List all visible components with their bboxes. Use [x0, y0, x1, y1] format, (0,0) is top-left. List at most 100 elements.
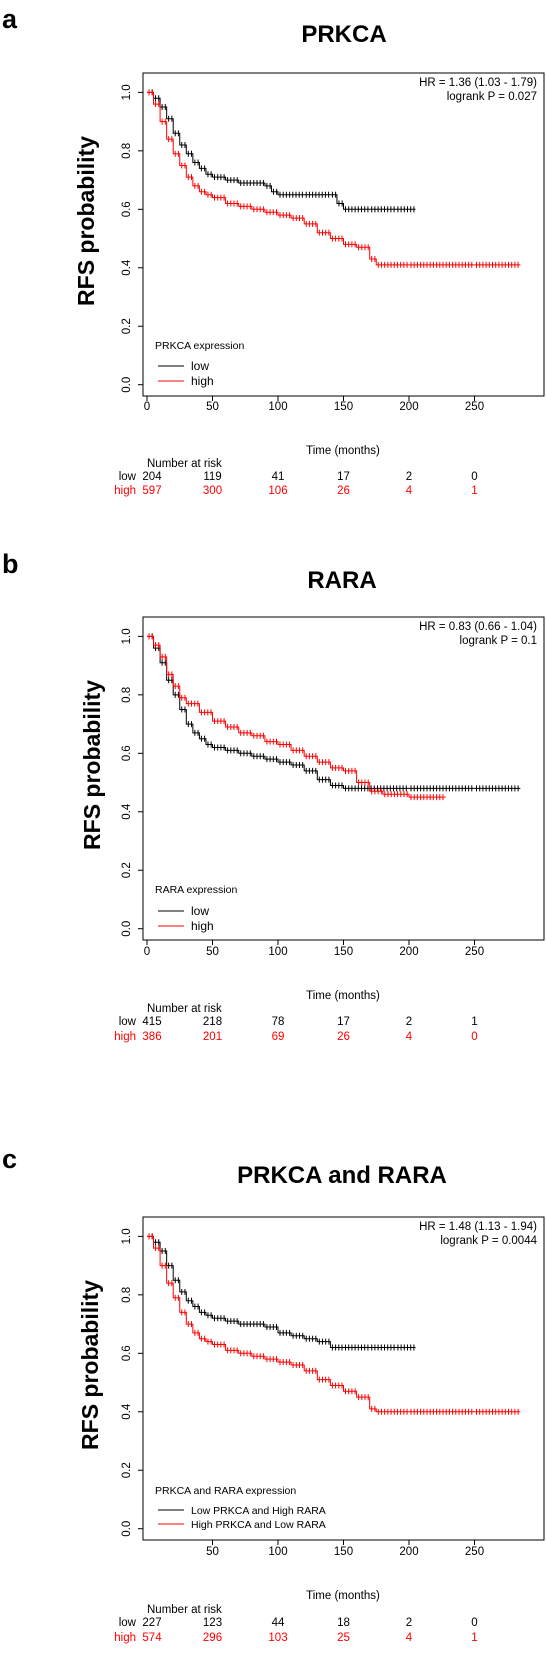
y-tick-label: 0.6 [121, 745, 133, 761]
risk-row-label: low [119, 1016, 137, 1028]
y-tick-label: 0.4 [121, 259, 133, 276]
risk-count: 4 [406, 1632, 413, 1644]
risk-count: 17 [337, 471, 350, 483]
curve-high-series [147, 635, 446, 798]
risk-count: 227 [142, 1617, 161, 1629]
km-curves-c [147, 1233, 521, 1415]
x-tick-label: 50 [206, 1546, 219, 1558]
legend-a: PRKCA expression low high [155, 340, 244, 388]
curve-high-series [147, 91, 521, 266]
y-tick-label: 0.8 [121, 687, 133, 703]
y-axis-ticks-a: 0.0 0.2 0.4 0.6 0.8 1.0 [121, 84, 143, 393]
x-tick-label: 150 [334, 401, 353, 413]
x-tick-label: 100 [268, 401, 287, 413]
hr-text-a: HR = 1.36 (1.03 - 1.79) [419, 77, 537, 89]
y-tick-label: 0.0 [121, 377, 133, 393]
risk-header-b: Number at risk [147, 1003, 222, 1015]
hr-text-c: HR = 1.48 (1.13 - 1.94) [419, 1221, 537, 1233]
risk-count: 1 [471, 485, 477, 497]
x-tick-label: 50 [206, 946, 219, 958]
y-tick-label: 0.8 [121, 143, 133, 159]
x-tick-label: 0 [144, 946, 150, 958]
y-tick-label: 1.0 [121, 84, 133, 100]
risk-table-c: Number at risk low 227 123 44 18 2 0 hig… [114, 1604, 477, 1644]
risk-count: 18 [337, 1617, 350, 1629]
y-tick-label: 0.8 [121, 1287, 133, 1303]
legend-label-low: Low PRKCA and High RARA [191, 1505, 326, 1517]
risk-count: 201 [203, 1031, 222, 1043]
panel-c: c PRKCA and RARA RFS probability 0.0 0.2… [2, 1144, 545, 1644]
logrank-p-a: logrank P = 0.027 [447, 91, 537, 103]
y-tick-label: 0.2 [121, 318, 133, 334]
risk-count: 2 [406, 1016, 412, 1028]
x-tick-label: 250 [465, 1546, 484, 1558]
risk-rows-a: low 204 119 41 17 2 0 high 597 300 106 2… [114, 471, 477, 497]
y-tick-label: 0.4 [121, 1403, 133, 1420]
risk-count: 26 [337, 1031, 350, 1043]
x-axis-label-c: Time (months) [306, 1590, 380, 1602]
legend-label-low: low [191, 359, 209, 373]
x-axis-label-b: Time (months) [306, 990, 380, 1002]
risk-row-label: low [119, 471, 137, 483]
risk-count: 218 [203, 1016, 222, 1028]
legend-title-a: PRKCA expression [155, 340, 244, 352]
curve-high-series [147, 1235, 521, 1413]
y-axis-label-c: RFS probability [77, 1280, 103, 1450]
panel-letter-b: b [2, 549, 19, 579]
legend-label-high: High PRKCA and Low RARA [191, 1519, 326, 1531]
x-tick-label: 250 [465, 946, 484, 958]
risk-rows-c: low 227 123 44 18 2 0 high 574 296 103 2… [114, 1617, 477, 1644]
panel-b: b RARA RFS probability 0.0 0.2 0.4 0.6 0… [2, 549, 545, 1043]
risk-count: 17 [337, 1016, 350, 1028]
risk-count: 119 [203, 471, 221, 483]
chart-title-c: PRKCA and RARA [237, 1162, 447, 1189]
x-axis-ticks-b: 0 50 100 150 200 250 [144, 940, 484, 958]
risk-count: 2 [406, 471, 412, 483]
risk-rows-b: low 415 218 78 17 2 1 high 386 201 69 26… [114, 1016, 477, 1043]
y-tick-label: 0.2 [121, 862, 133, 878]
km-curves-b [147, 633, 521, 801]
x-axis-label-a: Time (months) [306, 445, 380, 457]
risk-count: 300 [203, 485, 222, 497]
y-tick-label: 0.6 [121, 201, 133, 217]
panel-letter-a: a [2, 4, 18, 34]
x-tick-label: 150 [334, 1546, 353, 1558]
km-curves-a [147, 89, 521, 268]
risk-row-label: low [119, 1617, 137, 1629]
panel-a: a PRKCA RFS probability 0.0 0.2 0.4 0.6 … [2, 4, 545, 497]
curve-low-series [147, 1235, 416, 1348]
legend-label-high: high [191, 919, 214, 933]
risk-count: 26 [337, 485, 350, 497]
legend-c: PRKCA and RARA expression Low PRKCA and … [155, 1485, 326, 1531]
risk-count: 25 [337, 1632, 350, 1644]
risk-count: 78 [272, 1016, 285, 1028]
risk-count: 4 [406, 485, 413, 497]
x-tick-label: 0 [144, 401, 150, 413]
risk-row-label: high [114, 1632, 136, 1644]
risk-count: 103 [268, 1632, 287, 1644]
risk-count: 44 [272, 1617, 285, 1629]
x-tick-label: 200 [399, 1546, 418, 1558]
risk-count: 69 [272, 1031, 285, 1043]
x-tick-label: 100 [268, 946, 287, 958]
y-tick-label: 0.2 [121, 1462, 133, 1478]
risk-header-c: Number at risk [147, 1604, 222, 1616]
risk-count: 0 [471, 1031, 477, 1043]
hr-text-b: HR = 0.83 (0.66 - 1.04) [419, 621, 537, 633]
risk-count: 123 [203, 1617, 222, 1629]
risk-row-label: high [114, 485, 136, 497]
x-tick-label: 100 [268, 1546, 287, 1558]
risk-count: 2 [406, 1617, 412, 1629]
y-axis-label-b: RFS probability [79, 680, 105, 850]
y-axis-ticks-b: 0.0 0.2 0.4 0.6 0.8 1.0 [121, 628, 143, 937]
legend-label-high: high [191, 374, 214, 388]
y-tick-label: 0.0 [121, 921, 133, 937]
y-tick-label: 0.4 [121, 803, 133, 820]
risk-count: 0 [471, 1617, 477, 1629]
x-tick-label: 150 [334, 946, 353, 958]
y-tick-label: 0.0 [121, 1521, 133, 1537]
risk-count: 41 [272, 471, 285, 483]
y-tick-label: 1.0 [121, 628, 133, 644]
risk-count: 204 [142, 471, 162, 483]
